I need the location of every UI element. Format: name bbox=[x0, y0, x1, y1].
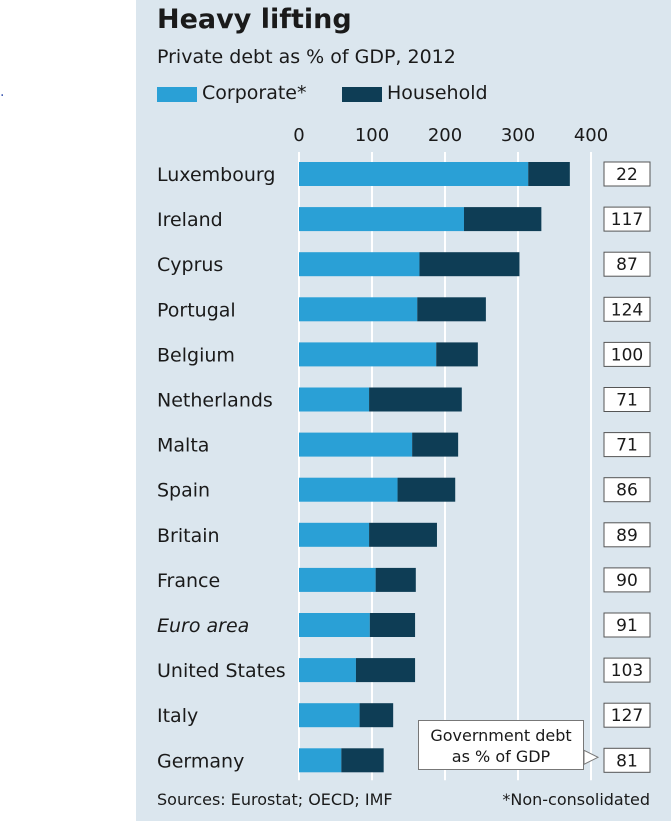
category-label: Malta bbox=[157, 435, 209, 457]
gov-debt-value: 71 bbox=[616, 436, 638, 456]
gov-debt-value: 100 bbox=[611, 345, 643, 365]
bar-corporate bbox=[299, 703, 360, 728]
gov-debt-box bbox=[603, 747, 651, 773]
footnote: *Non-consolidated bbox=[502, 790, 650, 809]
bar-household bbox=[412, 432, 459, 457]
bar-household bbox=[417, 297, 486, 322]
bar-corporate bbox=[299, 297, 418, 322]
sources-note: Sources: Eurostat; OECD; IMF bbox=[157, 790, 393, 809]
x-tick-label: 100 bbox=[355, 125, 389, 146]
callout-line-1: Government debt bbox=[430, 726, 572, 745]
gov-debt-box bbox=[603, 522, 651, 548]
gov-debt-box bbox=[603, 432, 651, 458]
category-label: Portugal bbox=[157, 299, 236, 321]
bar-corporate bbox=[299, 748, 342, 773]
bar-corporate bbox=[299, 477, 398, 502]
category-label: Euro area bbox=[157, 615, 249, 637]
bar-corporate bbox=[299, 567, 376, 592]
gov-debt-value: 117 bbox=[611, 210, 643, 230]
bar-corporate bbox=[299, 252, 420, 277]
category-label: Italy bbox=[157, 705, 198, 727]
gov-debt-box bbox=[603, 477, 651, 503]
gov-debt-value: 103 bbox=[611, 661, 643, 681]
category-label: Netherlands bbox=[157, 390, 273, 412]
bar-corporate bbox=[299, 613, 370, 637]
gov-debt-value: 91 bbox=[616, 616, 638, 636]
gov-debt-value: 124 bbox=[611, 300, 643, 320]
bar-household bbox=[375, 567, 416, 592]
bar-household bbox=[369, 387, 462, 412]
gov-debt-value: 71 bbox=[616, 391, 638, 411]
bar-household bbox=[355, 658, 416, 683]
bar-corporate bbox=[299, 162, 529, 186]
bar-household bbox=[341, 748, 384, 773]
gov-debt-value: 90 bbox=[616, 571, 638, 591]
gov-debt-box bbox=[603, 296, 651, 322]
gov-debt-box bbox=[603, 612, 651, 638]
category-label: Luxembourg bbox=[157, 164, 275, 186]
gov-debt-value: 22 bbox=[616, 165, 638, 185]
stray-mark: . bbox=[0, 84, 5, 100]
chart-title: Heavy lifting bbox=[157, 4, 352, 35]
category-label: France bbox=[157, 570, 220, 592]
bar-household bbox=[528, 162, 570, 186]
category-label: Germany bbox=[157, 750, 244, 772]
category-label: Spain bbox=[157, 480, 210, 502]
category-label: Ireland bbox=[157, 209, 223, 231]
bar-household bbox=[369, 522, 437, 547]
x-tick-label: 300 bbox=[501, 125, 535, 146]
gov-debt-box bbox=[603, 657, 651, 683]
government-debt-callout: Government debt as % of GDP bbox=[418, 720, 584, 770]
gov-debt-value: 87 bbox=[616, 255, 638, 275]
x-tick-label: 0 bbox=[293, 125, 304, 146]
bar-household bbox=[359, 703, 394, 728]
bar-household bbox=[419, 252, 520, 277]
chart-panel: Heavy lifting Private debt as % of GDP, … bbox=[136, 0, 671, 821]
bar-chart: 0 100 200 300 400 Luxembourg 22 Ireland 117 Cypru… bbox=[157, 125, 651, 781]
bar-corporate bbox=[299, 207, 464, 232]
gov-debt-box bbox=[603, 161, 651, 187]
x-tick-label: 200 bbox=[428, 125, 462, 146]
bar-corporate bbox=[299, 522, 370, 547]
gov-debt-value: 86 bbox=[616, 481, 638, 501]
gov-debt-box bbox=[603, 567, 651, 593]
category-label: Belgium bbox=[157, 344, 235, 366]
bar-corporate bbox=[299, 432, 413, 457]
gov-debt-box bbox=[603, 387, 651, 412]
gov-debt-box bbox=[603, 341, 651, 367]
gov-debt-box bbox=[603, 702, 651, 728]
legend-label-corporate: Corporate* bbox=[202, 82, 307, 104]
gov-debt-value: 81 bbox=[616, 751, 638, 771]
bar-corporate bbox=[299, 387, 370, 412]
legend-swatch-corporate bbox=[157, 87, 197, 102]
gov-debt-box bbox=[603, 251, 651, 277]
bar-corporate bbox=[299, 342, 437, 367]
category-label: Britain bbox=[157, 525, 220, 547]
x-tick-label: 400 bbox=[574, 125, 608, 146]
gov-debt-value: 89 bbox=[616, 526, 638, 546]
legend-swatch-household bbox=[342, 87, 382, 102]
callout-pointer bbox=[583, 749, 600, 766]
gov-debt-value: 127 bbox=[611, 706, 643, 726]
category-label: Cyprus bbox=[157, 254, 223, 276]
bar-household bbox=[463, 207, 542, 232]
chart-subtitle: Private debt as % of GDP, 2012 bbox=[157, 46, 456, 68]
bar-household bbox=[397, 477, 456, 502]
category-label: United States bbox=[157, 660, 286, 682]
gov-debt-box bbox=[603, 206, 651, 232]
callout-line-2: as % of GDP bbox=[451, 747, 551, 766]
bar-household bbox=[436, 342, 478, 367]
bar-household bbox=[369, 613, 416, 637]
bar-corporate bbox=[299, 658, 356, 683]
legend-label-household: Household bbox=[387, 82, 488, 104]
